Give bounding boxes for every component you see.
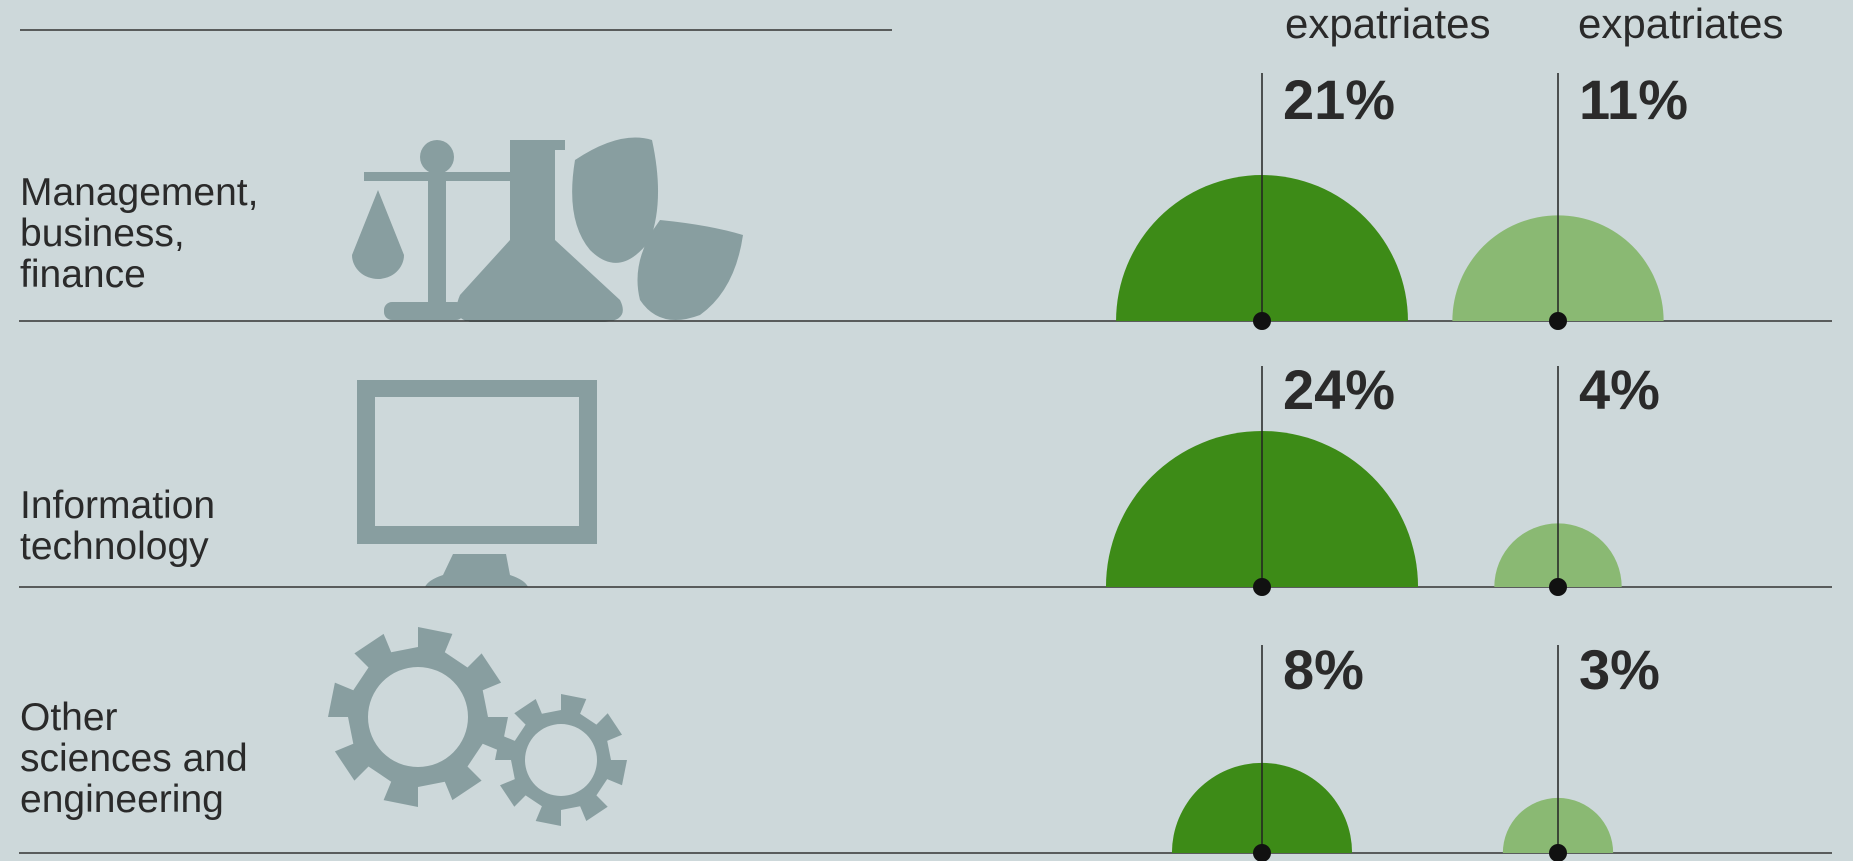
column-header: expatriates (1285, 0, 1491, 47)
category-label: Management, business, finance (20, 171, 259, 296)
column-header: expatriates (1578, 0, 1784, 47)
icon-gears (328, 627, 627, 826)
gear (495, 694, 627, 826)
pointer-dot (1253, 578, 1271, 596)
value-label: 11% (1579, 68, 1688, 131)
value-label: 24% (1283, 358, 1396, 421)
category-label: Other sciences and engineering (20, 696, 248, 821)
icons (328, 137, 743, 826)
value-label: 8% (1283, 638, 1364, 701)
pointer-dot (1549, 578, 1567, 596)
pointer-dot (1253, 844, 1271, 861)
icon-monitor (357, 380, 597, 587)
value-label: 4% (1579, 358, 1660, 421)
category-label: Information technology (20, 484, 216, 568)
pointer-dot (1549, 312, 1567, 330)
gear (328, 627, 508, 807)
pointer-dot (1549, 844, 1567, 861)
pointer-dot (1253, 312, 1271, 330)
value-label: 3% (1579, 638, 1660, 701)
icon-arts (352, 137, 743, 322)
value-label: 21% (1283, 68, 1396, 131)
